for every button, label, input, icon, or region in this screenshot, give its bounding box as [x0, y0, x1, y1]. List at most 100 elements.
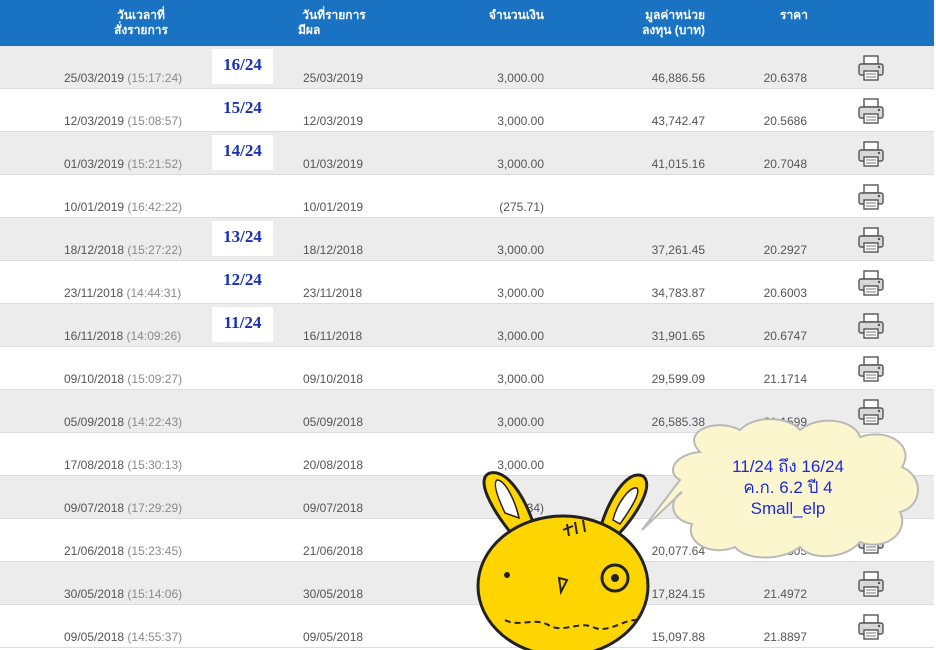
printer-icon[interactable]	[857, 97, 885, 125]
order-time: (15:17:24)	[127, 71, 183, 85]
order-date: 16/11/2018	[64, 329, 124, 343]
table-row: 09/10/2018 (15:09:27) 09/10/2018 3,000.00 2…	[0, 347, 934, 390]
order-date-cell: 17/08/2018 (15:30:13)	[64, 458, 182, 472]
bunny-mascot-icon	[476, 471, 650, 650]
order-time: (15:08:57)	[127, 114, 183, 128]
order-time: (14:22:43)	[127, 415, 183, 429]
order-date-cell: 23/11/2018 (14:44:31)	[64, 286, 181, 300]
price-cell: 20.7048	[763, 157, 807, 171]
order-date-cell: 16/11/2018 (14:09:26)	[64, 329, 181, 343]
order-time: (14:44:31)	[126, 286, 182, 300]
row-divider	[0, 131, 934, 132]
amount-cell: 3,000.00	[497, 458, 544, 472]
table-row: 23/11/2018 (14:44:31) 23/11/2018 3,000.00 3…	[0, 261, 934, 304]
printer-icon[interactable]	[857, 398, 885, 426]
order-date: 09/10/2018	[64, 372, 125, 386]
amount-cell: 3,000.00	[497, 415, 544, 429]
order-date-cell: 09/10/2018 (15:09:27)	[64, 372, 182, 386]
printer-icon[interactable]	[857, 355, 885, 383]
installment-badge: 12/24	[212, 264, 273, 299]
effective-date: 09/05/2018	[303, 630, 364, 644]
effective-date: 21/06/2018	[303, 544, 364, 558]
order-date: 10/01/2019	[64, 200, 125, 214]
amount-cell: 3,000.00	[497, 286, 544, 300]
nav-cell: 26,585.38	[651, 415, 705, 429]
order-date-cell: 09/07/2018 (17:29:29)	[64, 501, 182, 515]
amount-cell: 3,000.00	[497, 157, 544, 171]
printer-icon[interactable]	[857, 140, 885, 168]
nav-cell: 41,015.16	[651, 157, 705, 171]
printer-icon[interactable]	[857, 183, 885, 211]
amount-cell: (275.71)	[499, 200, 544, 214]
order-time: (15:21:52)	[127, 157, 183, 171]
header-order-date-line1: วันเวลาที่	[117, 8, 165, 22]
nav-cell: 34,783.87	[651, 286, 705, 300]
table-row: 16/11/2018 (14:09:26) 16/11/2018 3,000.00 3…	[0, 304, 934, 347]
order-time: (17:29:29)	[127, 501, 183, 515]
printer-icon[interactable]	[857, 226, 885, 254]
installment-badge: 13/24	[212, 221, 273, 256]
table-row: 01/03/2019 (15:21:52) 01/03/2019 3,000.00 4…	[0, 132, 934, 175]
header-nav: มูลค่าหน่วย ลงทุน (บาท)	[642, 8, 705, 38]
order-date: 09/07/2018	[64, 501, 125, 515]
order-date-cell: 05/09/2018 (14:22:43)	[64, 415, 182, 429]
order-date: 09/05/2018	[64, 630, 125, 644]
price-cell: 20.5686	[763, 114, 807, 128]
order-time: (15:23:45)	[127, 544, 183, 558]
order-time: (15:14:06)	[127, 587, 183, 601]
row-divider	[0, 260, 934, 261]
order-time: (15:27:22)	[127, 243, 183, 257]
row-divider	[0, 346, 934, 347]
nav-cell: 37,261.45	[651, 243, 705, 257]
bubble-line1: 11/24 ถึง 16/24	[732, 457, 844, 476]
price-cell: 20.6747	[763, 329, 807, 343]
effective-date: 18/12/2018	[303, 243, 364, 257]
installment-badge: 14/24	[212, 135, 273, 170]
printer-icon[interactable]	[857, 312, 885, 340]
effective-date: 23/11/2018	[303, 286, 363, 300]
amount-cell: 3,000.00	[497, 243, 544, 257]
printer-icon[interactable]	[857, 269, 885, 297]
bubble-line2: ค.ก. 6.2 ปี 4	[743, 478, 833, 497]
price-cell: 21.4972	[763, 587, 807, 601]
row-divider	[0, 88, 934, 89]
effective-date: 16/11/2018	[303, 329, 363, 343]
effective-date: 25/03/2019	[303, 71, 364, 85]
effective-date: 09/07/2018	[303, 501, 364, 515]
row-divider	[0, 604, 934, 605]
effective-date: 01/03/2019	[303, 157, 364, 171]
printer-icon[interactable]	[857, 54, 885, 82]
header-effective-line2: มีผล	[298, 23, 321, 37]
order-time: (16:42:22)	[127, 200, 183, 214]
row-divider	[0, 561, 934, 562]
installment-badge: 11/24	[212, 307, 273, 342]
header-effective-date: วันที่รายการ มีผล	[298, 8, 370, 38]
nav-cell: 46,886.56	[651, 71, 705, 85]
order-date: 05/09/2018	[64, 415, 125, 429]
printer-icon[interactable]	[857, 570, 885, 598]
order-date: 23/11/2018	[64, 286, 124, 300]
header-order-date: วันเวลาที่ สั่งรายการ	[96, 8, 186, 38]
effective-date: 10/01/2019	[303, 200, 364, 214]
order-date: 25/03/2019	[64, 71, 125, 85]
order-date-cell: 09/05/2018 (14:55:37)	[64, 630, 182, 644]
amount-cell: 3,000.00	[497, 329, 544, 343]
nav-cell: 20,077.64	[651, 544, 705, 558]
table-row: 12/03/2019 (15:08:57) 12/03/2019 3,000.00 4…	[0, 89, 934, 132]
row-divider	[0, 389, 934, 390]
bubble-text: 11/24 ถึง 16/24 ค.ก. 6.2 ปี 4 Small_elp	[668, 456, 908, 519]
price-cell: 21.1714	[763, 372, 807, 386]
order-date: 18/12/2018	[64, 243, 125, 257]
printer-icon[interactable]	[857, 613, 885, 641]
header-nav-line1: มูลค่าหน่วย	[645, 8, 705, 22]
price-cell: 21.8897	[763, 630, 807, 644]
price-cell: 20.2927	[763, 243, 807, 257]
amount-cell: 3,000.00	[497, 71, 544, 85]
header-order-date-line2: สั่งรายการ	[114, 23, 168, 37]
header-nav-line2: ลงทุน (บาท)	[642, 23, 705, 37]
order-time: (14:09:26)	[126, 329, 182, 343]
price-cell: 20.6378	[763, 71, 807, 85]
speech-bubble	[641, 418, 919, 559]
order-date-cell: 10/01/2019 (16:42:22)	[64, 200, 182, 214]
effective-date: 05/09/2018	[303, 415, 364, 429]
